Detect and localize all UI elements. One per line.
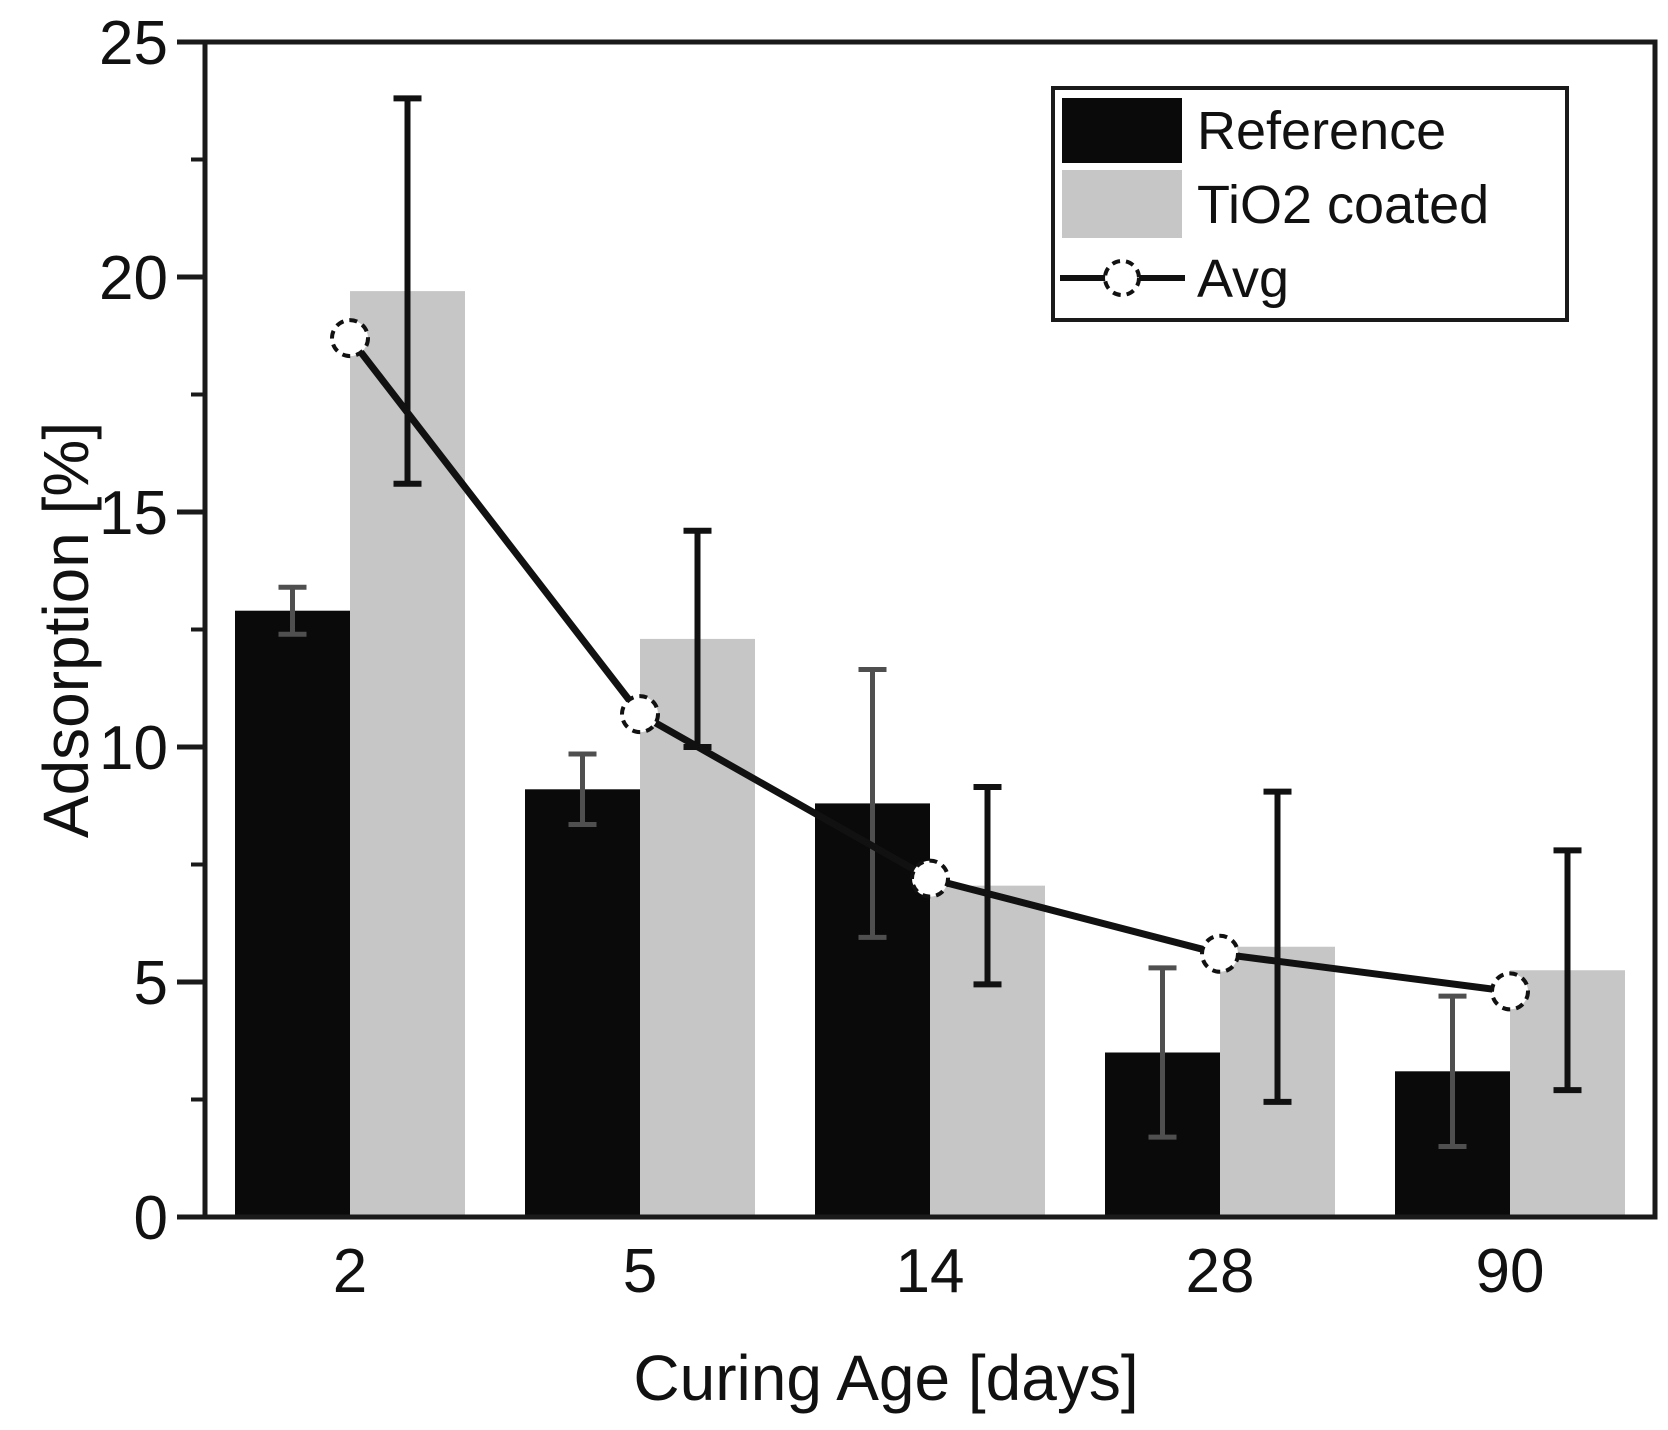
x-axis-tick-labels: 2 5 14 28 90 bbox=[333, 1237, 1545, 1306]
x-tick-label-90: 90 bbox=[1476, 1237, 1545, 1306]
x-tick-label-14: 14 bbox=[896, 1237, 965, 1306]
legend-label-reference: Reference bbox=[1197, 101, 1446, 161]
legend: Reference TiO2 coated Avg bbox=[1051, 86, 1569, 322]
y-tick-label-20: 20 bbox=[99, 244, 168, 313]
y-tick-label-15: 15 bbox=[99, 479, 168, 548]
legend-label-avg: Avg bbox=[1197, 249, 1289, 309]
avg-marker-day2 bbox=[330, 318, 370, 359]
bar-reference-day5 bbox=[525, 789, 640, 1217]
avg-marker-day28 bbox=[1200, 933, 1240, 974]
y-tick-label-5: 5 bbox=[134, 949, 168, 1018]
x-tick-label-2: 2 bbox=[333, 1237, 367, 1306]
avg-marker-day14 bbox=[910, 858, 950, 899]
x-tick-label-5: 5 bbox=[623, 1237, 657, 1306]
avg-marker-day90 bbox=[1490, 971, 1530, 1012]
x-tick-label-28: 28 bbox=[1186, 1237, 1255, 1306]
y-axis-ticks bbox=[177, 39, 205, 1220]
plot-area bbox=[235, 95, 1625, 1218]
legend-label-tio2: TiO2 coated bbox=[1197, 175, 1489, 235]
y-tick-label-0: 0 bbox=[134, 1184, 168, 1253]
x-axis-title: Curing Age [days] bbox=[633, 1342, 1138, 1414]
avg-marker-day5 bbox=[620, 694, 660, 735]
plot-frame bbox=[202, 39, 1658, 1220]
y-axis-tick-labels: 0 5 10 15 20 25 bbox=[99, 9, 168, 1253]
y-axis-title: Adsorption [%] bbox=[30, 422, 102, 838]
y-tick-label-25: 25 bbox=[99, 9, 168, 78]
bar-reference-day2 bbox=[235, 610, 350, 1217]
y-tick-label-10: 10 bbox=[99, 714, 168, 783]
legend-swatch-tio2 bbox=[1062, 170, 1182, 238]
legend-avg-marker-icon bbox=[1103, 259, 1141, 297]
legend-swatch-reference bbox=[1062, 98, 1182, 163]
